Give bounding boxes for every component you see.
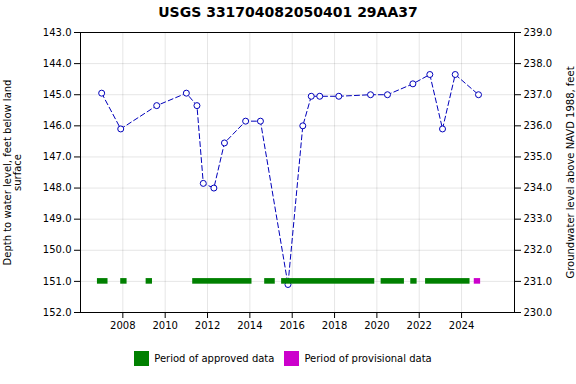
svg-text:2014: 2014 (237, 320, 262, 331)
html-text:Period of approved data: Period of approved data (154, 353, 275, 364)
svg-text:Groundwater level above NAVD 1: Groundwater level above NAVD 1988, feet (565, 66, 576, 278)
svg-text:233.0: 233.0 (524, 213, 553, 224)
svg-text:238.0: 238.0 (524, 58, 553, 69)
svg-text:147.0: 147.0 (43, 151, 72, 162)
svg-text:148.0: 148.0 (43, 182, 72, 193)
svg-text:235.0: 235.0 (524, 151, 553, 162)
svg-text:234.0: 234.0 (524, 182, 553, 193)
svg-text:143.0: 143.0 (43, 27, 72, 38)
svg-text:237.0: 237.0 (524, 89, 553, 100)
svg-text:149.0: 149.0 (43, 213, 72, 224)
svg-text:231.0: 231.0 (524, 276, 553, 287)
svg-text:232.0: 232.0 (524, 244, 553, 255)
svg-text:2020: 2020 (364, 320, 389, 331)
svg-text:2012: 2012 (195, 320, 220, 331)
svg-text:Depth to water level, feet bel: Depth to water level, feet below landsur… (2, 80, 23, 266)
svg-text:145.0: 145.0 (43, 89, 72, 100)
svg-text:2008: 2008 (110, 320, 135, 331)
html-text:USGS 331704082050401 29AA37: USGS 331704082050401 29AA37 (158, 4, 418, 20)
html-text:Period of provisional data: Period of provisional data (304, 353, 432, 364)
svg-text:2010: 2010 (152, 320, 177, 331)
svg-text:146.0: 146.0 (43, 120, 72, 131)
svg-text:239.0: 239.0 (524, 27, 553, 38)
svg-text:2016: 2016 (279, 320, 304, 331)
svg-text:151.0: 151.0 (43, 276, 72, 287)
svg-text:236.0: 236.0 (524, 120, 553, 131)
svg-text:144.0: 144.0 (43, 58, 72, 69)
svg-text:152.0: 152.0 (43, 307, 72, 318)
svg-text:2018: 2018 (322, 320, 347, 331)
svg-text:150.0: 150.0 (43, 244, 72, 255)
svg-text:2024: 2024 (449, 320, 474, 331)
svg-text:2022: 2022 (407, 320, 432, 331)
svg-text:230.0: 230.0 (524, 307, 553, 318)
